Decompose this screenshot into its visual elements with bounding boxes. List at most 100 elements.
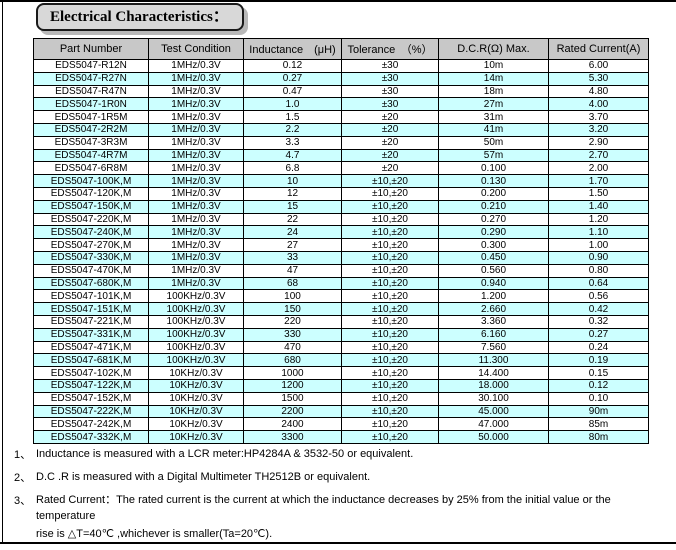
table-row: EDS5047-122K,M 10KHz/0.3V 1200 ±10,±20 18.00… — [33, 378, 649, 393]
table-cell: 1MHz/0.3V — [148, 161, 244, 176]
table-cell: 80m — [548, 430, 649, 444]
table-cell: EDS5047-332K,M — [33, 430, 149, 444]
table-cell: ±10,±20 — [341, 212, 439, 227]
table-cell: 100KHz/0.3V — [148, 314, 244, 329]
table-cell: 1MHz/0.3V — [148, 225, 244, 240]
table-cell: EDS5047-270K,M — [33, 238, 149, 252]
table-cell: EDS5047-R12N — [33, 59, 149, 73]
table-row: EDS5047-270K,M 1MHz/0.3V 27 ±10,±20 0.300 1.0… — [33, 238, 649, 252]
table-header-row: Part Number Test Condition Inductance (μ… — [33, 38, 649, 60]
table-cell: EDS5047-240K,M — [33, 225, 149, 240]
table-cell: ±20 — [341, 135, 439, 150]
table-row: EDS5047-151K,M 100KHz/0.3V 150 ±10,±20 2.660… — [33, 302, 649, 316]
table-cell: 0.130 — [438, 174, 549, 188]
footnote-text: Rated Current：The rated current is the c… — [36, 492, 669, 542]
table-cell: 0.200 — [438, 186, 549, 201]
footnote-2: 2、 D.C .R is measured with a Digital Mul… — [14, 469, 669, 485]
table-cell: 1MHz/0.3V — [148, 238, 244, 252]
footnote-marker: 1、 — [14, 449, 32, 461]
table-cell: ±20 — [341, 110, 439, 124]
table-row: EDS5047-220K,M 1MHz/0.3V 22 ±10,±20 0.270 1.2… — [33, 212, 649, 227]
footnote-text: D.C .R is measured with a Digital Multim… — [36, 471, 371, 483]
header-rated-current: Rated Current(A) — [548, 38, 649, 60]
table-cell: ±10,±20 — [341, 225, 439, 240]
table-cell: 4.00 — [548, 97, 649, 112]
footnote-marker: 2、 — [14, 472, 32, 484]
table-cell: 1.10 — [548, 225, 649, 240]
footnote-marker: 3、 — [14, 495, 32, 507]
table-cell: EDS5047-680K,M — [33, 276, 149, 291]
table-row: EDS5047-6R8M 1MHz/0.3V 6.8 ±20 0.100 2.00 — [33, 161, 649, 176]
table-cell: EDS5047-471K,M — [33, 340, 149, 355]
table-cell: 0.15 — [548, 366, 649, 380]
table-row: EDS5047-681K,M 100KHz/0.3V 680 ±10,±20 11.30… — [33, 353, 649, 368]
table-cell: 47 — [243, 263, 342, 278]
table-cell: 470 — [243, 340, 342, 355]
table-cell: 0.450 — [438, 250, 549, 265]
table-cell: 10KHz/0.3V — [148, 417, 244, 432]
table-cell: 45.000 — [438, 404, 549, 419]
table-cell: EDS5047-470K,M — [33, 263, 149, 278]
table-cell: 7.560 — [438, 340, 549, 355]
table-cell: 1MHz/0.3V — [148, 71, 244, 86]
table-cell: 12 — [243, 186, 342, 201]
table-cell: EDS5047-331K,M — [33, 327, 149, 342]
table-cell: 0.270 — [438, 212, 549, 227]
table-cell: 18.000 — [438, 378, 549, 393]
table-cell: 1.200 — [438, 289, 549, 304]
table-cell: ±10,±20 — [341, 289, 439, 304]
page-border-bottom — [0, 542, 676, 544]
table-cell: 150 — [243, 302, 342, 316]
table-cell: 2400 — [243, 417, 342, 432]
table-cell: 100KHz/0.3V — [148, 289, 244, 304]
table-cell: 1MHz/0.3V — [148, 148, 244, 163]
table-cell: 2.2 — [243, 122, 342, 137]
table-row: EDS5047-3R3M 1MHz/0.3V 3.3 ±20 50m 2.90 — [33, 135, 649, 150]
table-cell: ±10,±20 — [341, 263, 439, 278]
table-cell: EDS5047-3R3M — [33, 135, 149, 150]
table-cell: 3.360 — [438, 314, 549, 329]
table-cell: 1MHz/0.3V — [148, 97, 244, 112]
table-cell: 100KHz/0.3V — [148, 340, 244, 355]
table-cell: EDS5047-120K,M — [33, 186, 149, 201]
table-cell: ±10,±20 — [341, 327, 439, 342]
table-cell: 0.27 — [243, 71, 342, 86]
table-cell: ±30 — [341, 97, 439, 112]
table-cell: 2.90 — [548, 135, 649, 150]
table-cell: 1MHz/0.3V — [148, 212, 244, 227]
table-cell: EDS5047-1R0N — [33, 97, 149, 112]
table-cell: 22 — [243, 212, 342, 227]
table-cell: ±30 — [341, 71, 439, 86]
table-cell: EDS5047-150K,M — [33, 199, 149, 214]
table-cell: 27 — [243, 238, 342, 252]
table-cell: 41m — [438, 122, 549, 137]
table-cell: 0.32 — [548, 314, 649, 329]
table-cell: ±10,±20 — [341, 417, 439, 432]
table-cell: 220 — [243, 314, 342, 329]
table-cell: 0.12 — [548, 378, 649, 393]
table-cell: 0.47 — [243, 84, 342, 99]
page-border-left — [2, 0, 3, 544]
table-cell: 1000 — [243, 366, 342, 380]
table-cell: 1.00 — [548, 238, 649, 252]
table-row: EDS5047-471K,M 100KHz/0.3V 470 ±10,±20 7.560… — [33, 340, 649, 355]
table-cell: ±10,±20 — [341, 238, 439, 252]
table-cell: 1MHz/0.3V — [148, 110, 244, 124]
table-cell: EDS5047-102K,M — [33, 366, 149, 380]
table-row: EDS5047-1R0N 1MHz/0.3V 1.0 ±30 27m 4.00 — [33, 97, 649, 112]
table-cell: EDS5047-222K,M — [33, 404, 149, 419]
table-cell: 0.210 — [438, 199, 549, 214]
table-cell: 18m — [438, 84, 549, 99]
table-cell: EDS5047-330K,M — [33, 250, 149, 265]
table-cell: 0.290 — [438, 225, 549, 240]
table-cell: 33 — [243, 250, 342, 265]
table-cell: 68 — [243, 276, 342, 291]
footnotes: 1、 Inductance is measured with a LCR met… — [14, 446, 669, 549]
table-cell: 1MHz/0.3V — [148, 135, 244, 150]
table-cell: EDS5047-R47N — [33, 84, 149, 99]
table-cell: ±10,±20 — [341, 186, 439, 201]
table-cell: EDS5047-101K,M — [33, 289, 149, 304]
table-cell: 6.00 — [548, 59, 649, 73]
table-row: EDS5047-152K,M 10KHz/0.3V 1500 ±10,±20 30.10… — [33, 391, 649, 406]
table-cell: 1MHz/0.3V — [148, 276, 244, 291]
